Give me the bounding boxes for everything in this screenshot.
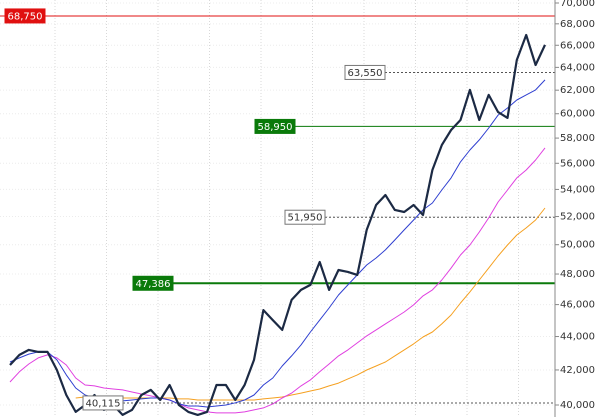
y-tick-label: 70,000 bbox=[560, 0, 595, 9]
y-axis-labels: 40,000 42,000 44,000 46,000 48,000 50,000 52,0… bbox=[555, 0, 595, 411]
y-tick-label: 54,000 bbox=[560, 184, 595, 195]
y-tick-label: 42,000 bbox=[560, 365, 595, 376]
level-label-box bbox=[132, 275, 174, 291]
level-label: 40,115 bbox=[86, 398, 121, 409]
level-label: 63,550 bbox=[348, 68, 383, 79]
y-tick-label: 56,000 bbox=[560, 158, 595, 169]
level-label: 68,750 bbox=[8, 11, 43, 22]
level-label: 47,386 bbox=[136, 279, 171, 290]
y-tick-label: 44,000 bbox=[560, 332, 595, 343]
y-tick-label: 40,000 bbox=[560, 400, 595, 411]
level-label-box bbox=[4, 8, 46, 24]
level-label: 51,950 bbox=[288, 213, 323, 224]
level-label-box bbox=[284, 209, 326, 225]
y-tick-label: 46,000 bbox=[560, 300, 595, 311]
y-tick-label: 48,000 bbox=[560, 269, 595, 280]
level-label-box bbox=[254, 118, 296, 134]
y-tick-label: 60,000 bbox=[560, 109, 595, 120]
y-tick-label: 66,000 bbox=[560, 40, 595, 51]
y-tick-label: 62,000 bbox=[560, 85, 595, 96]
y-tick-label: 58,000 bbox=[560, 133, 595, 144]
level-label: 58,950 bbox=[258, 122, 293, 133]
y-tick-label: 50,000 bbox=[560, 240, 595, 251]
plot-area bbox=[0, 2, 555, 416]
level-label-box bbox=[344, 64, 386, 80]
level-label-box bbox=[82, 395, 124, 411]
y-tick-label: 64,000 bbox=[560, 62, 595, 73]
y-tick-label: 68,000 bbox=[560, 19, 595, 30]
price-line bbox=[9, 147, 546, 414]
y-tick-label: 52,000 bbox=[560, 212, 595, 223]
